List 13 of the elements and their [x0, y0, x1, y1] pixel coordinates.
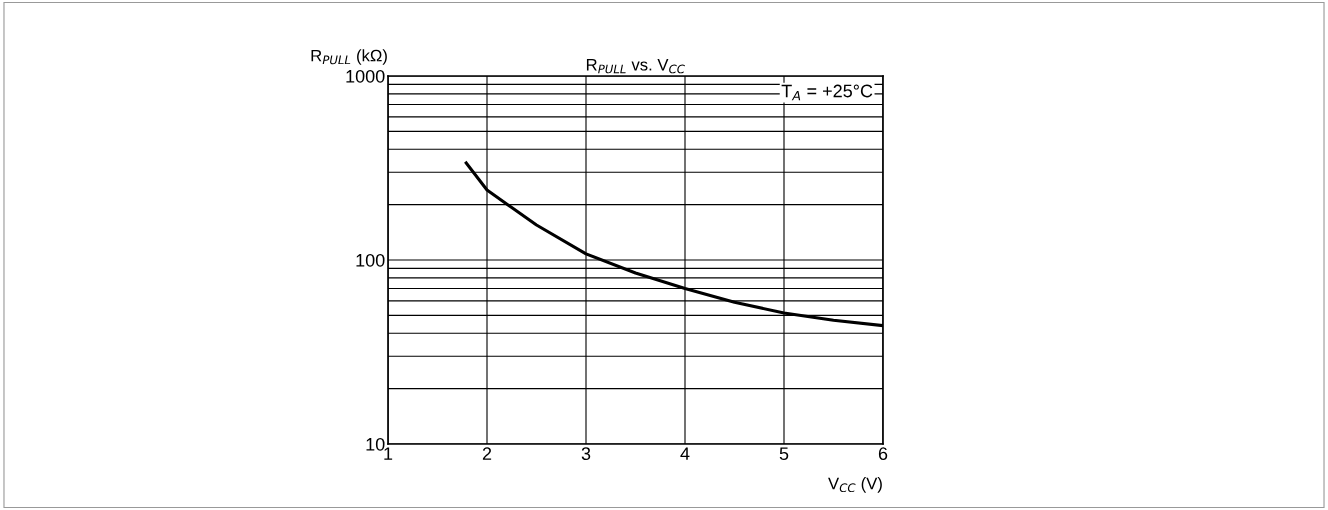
x-tick-label: 5 [779, 447, 789, 461]
y-tick-label: 1000 [346, 69, 385, 83]
y-tick-label: 100 [356, 253, 385, 267]
x-tick-label: 3 [581, 447, 591, 461]
x-axis-title: V$_{CC}$ (V) [828, 477, 882, 493]
annotation: T$_{A}$ = +25°C [781, 84, 873, 101]
x-tick-label: 1 [384, 447, 393, 460]
x-tick-label: 6 [878, 447, 888, 461]
x-tick-label: 4 [680, 447, 690, 460]
y-tick-label: 10 [366, 437, 385, 451]
x-tick-label: 2 [482, 447, 492, 460]
chart-title: R$_{PULL}$ vs. V$_{CC}$ [586, 58, 685, 74]
y-axis-title: R$_{PULL}$ (kΩ) [311, 49, 387, 65]
